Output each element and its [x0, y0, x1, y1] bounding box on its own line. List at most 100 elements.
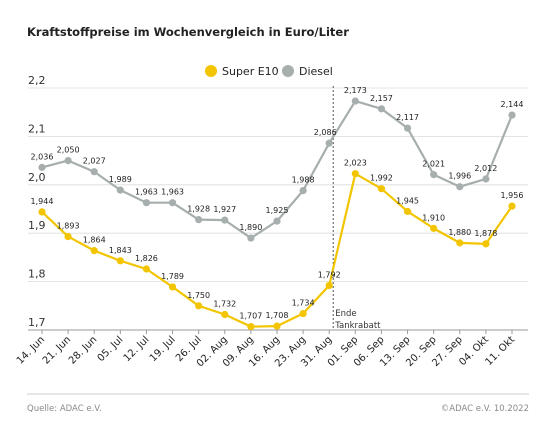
- x-tick-label: 19. Jul: [148, 334, 178, 364]
- data-label-super-e10: 1,878: [474, 229, 497, 238]
- data-label-super-e10: 1,792: [318, 270, 341, 279]
- data-label-diesel: 2,144: [501, 100, 524, 109]
- y-tick-label: 2,2: [28, 74, 46, 87]
- x-tick-label: 12. Jul: [122, 334, 152, 364]
- data-point-super-e10: [508, 202, 516, 210]
- data-point-super-e10: [430, 224, 438, 232]
- data-label-super-e10: 1,826: [135, 254, 158, 263]
- data-label-super-e10: 1,750: [187, 291, 210, 300]
- x-tick-label: 11. Okt: [483, 334, 517, 368]
- data-point-diesel: [142, 199, 151, 207]
- data-point-super-e10: [64, 232, 72, 241]
- data-point-super-e10: [142, 265, 151, 273]
- data-point-diesel: [430, 171, 438, 179]
- y-tick-label: 2,1: [28, 122, 46, 135]
- data-label-super-e10: 1,945: [396, 196, 419, 205]
- data-point-super-e10: [168, 283, 177, 291]
- data-label-super-e10: 1,956: [501, 191, 524, 200]
- data-label-super-e10: 1,734: [292, 299, 315, 308]
- data-point-super-e10: [299, 309, 307, 318]
- legend-marker-diesel: [282, 65, 294, 77]
- data-label-super-e10: 1,880: [448, 228, 471, 237]
- annotation-text: Tankrabatt: [334, 321, 381, 331]
- data-label-super-e10: 1,944: [31, 197, 54, 206]
- data-point-super-e10: [273, 322, 281, 330]
- x-tick-label: 21. Jun: [41, 334, 73, 366]
- footer-source: Quelle: ADAC e.V.: [27, 404, 102, 414]
- data-point-diesel: [508, 111, 516, 119]
- data-point-diesel: [482, 175, 490, 183]
- data-point-super-e10: [325, 281, 333, 290]
- data-point-super-e10: [482, 240, 490, 248]
- data-label-super-e10: 1,992: [370, 174, 393, 183]
- data-label-super-e10: 1,708: [266, 311, 289, 320]
- data-label-diesel: 2,036: [31, 152, 54, 161]
- data-label-diesel: 1,963: [161, 188, 184, 197]
- chart-title: Kraftstoffpreise im Wochenvergleich in E…: [27, 25, 349, 39]
- data-point-super-e10: [403, 207, 412, 216]
- data-point-super-e10: [116, 257, 124, 265]
- tankrabatt-annotation: Ende Tankrabatt: [332, 86, 381, 331]
- data-point-super-e10: [38, 208, 46, 216]
- data-point-super-e10: [456, 239, 464, 247]
- data-label-super-e10: 1,864: [83, 236, 106, 245]
- data-point-diesel: [299, 187, 307, 195]
- data-point-diesel: [195, 216, 203, 224]
- data-label-diesel: 2,021: [422, 160, 445, 169]
- data-point-diesel: [377, 105, 386, 113]
- data-label-diesel: 1,996: [448, 172, 471, 181]
- data-point-super-e10: [351, 170, 359, 178]
- data-label-super-e10: 1,843: [109, 246, 132, 255]
- data-label-diesel: 1,963: [135, 188, 158, 197]
- data-label-super-e10: 1,910: [422, 213, 445, 222]
- data-point-diesel: [273, 217, 281, 225]
- data-label-super-e10: 1,893: [57, 222, 80, 231]
- data-label-super-e10: 1,789: [161, 272, 184, 281]
- annotation-text: Ende: [335, 309, 356, 319]
- legend: Super E10 Diesel: [205, 65, 333, 78]
- data-point-diesel: [90, 168, 98, 176]
- data-label-diesel: 2,117: [396, 113, 419, 122]
- legend-label-super-e10: Super E10: [222, 65, 279, 78]
- data-point-diesel: [247, 234, 255, 242]
- data-label-diesel: 1,925: [266, 206, 289, 215]
- data-point-diesel: [403, 124, 412, 132]
- data-point-super-e10: [90, 247, 98, 255]
- data-label-diesel: 1,989: [109, 175, 132, 184]
- data-label-super-e10: 1,732: [213, 300, 236, 309]
- x-tick-label: 28. Jun: [67, 334, 99, 366]
- data-point-super-e10: [195, 302, 203, 310]
- y-tick-label: 1,9: [28, 219, 46, 232]
- data-label-diesel: 2,027: [83, 157, 106, 166]
- data-point-diesel: [456, 183, 464, 191]
- data-label-diesel: 1,928: [187, 205, 210, 214]
- y-tick-label: 1,7: [28, 316, 46, 329]
- data-label-diesel: 2,157: [370, 94, 393, 103]
- data-point-diesel: [116, 186, 124, 194]
- x-tick-label: 14. Jun: [15, 334, 47, 366]
- y-tick-label: 1,8: [28, 268, 46, 281]
- data-point-diesel: [64, 157, 72, 165]
- data-point-super-e10: [377, 185, 386, 193]
- data-label-diesel: 2,173: [344, 86, 367, 95]
- data-point-diesel: [38, 163, 46, 171]
- y-tick-label: 2,0: [28, 171, 46, 184]
- legend-marker-super-e10: [205, 65, 217, 77]
- footer-copyright: ©ADAC e.V. 10.2022: [441, 404, 529, 414]
- data-label-super-e10: 1,707: [239, 312, 262, 321]
- data-label-super-e10: 2,023: [344, 159, 367, 168]
- data-label-diesel: 2,050: [57, 146, 80, 155]
- data-label-diesel: 1,927: [213, 205, 236, 214]
- x-tick-label: 05. Jul: [96, 334, 126, 364]
- data-point-super-e10: [247, 323, 255, 331]
- data-point-super-e10: [221, 310, 229, 319]
- data-point-diesel: [221, 216, 229, 224]
- data-point-diesel: [325, 139, 333, 147]
- data-point-diesel: [168, 199, 177, 207]
- data-label-diesel: 2,086: [314, 128, 337, 137]
- data-label-diesel: 1,988: [292, 176, 315, 185]
- data-label-diesel: 2,012: [474, 164, 497, 173]
